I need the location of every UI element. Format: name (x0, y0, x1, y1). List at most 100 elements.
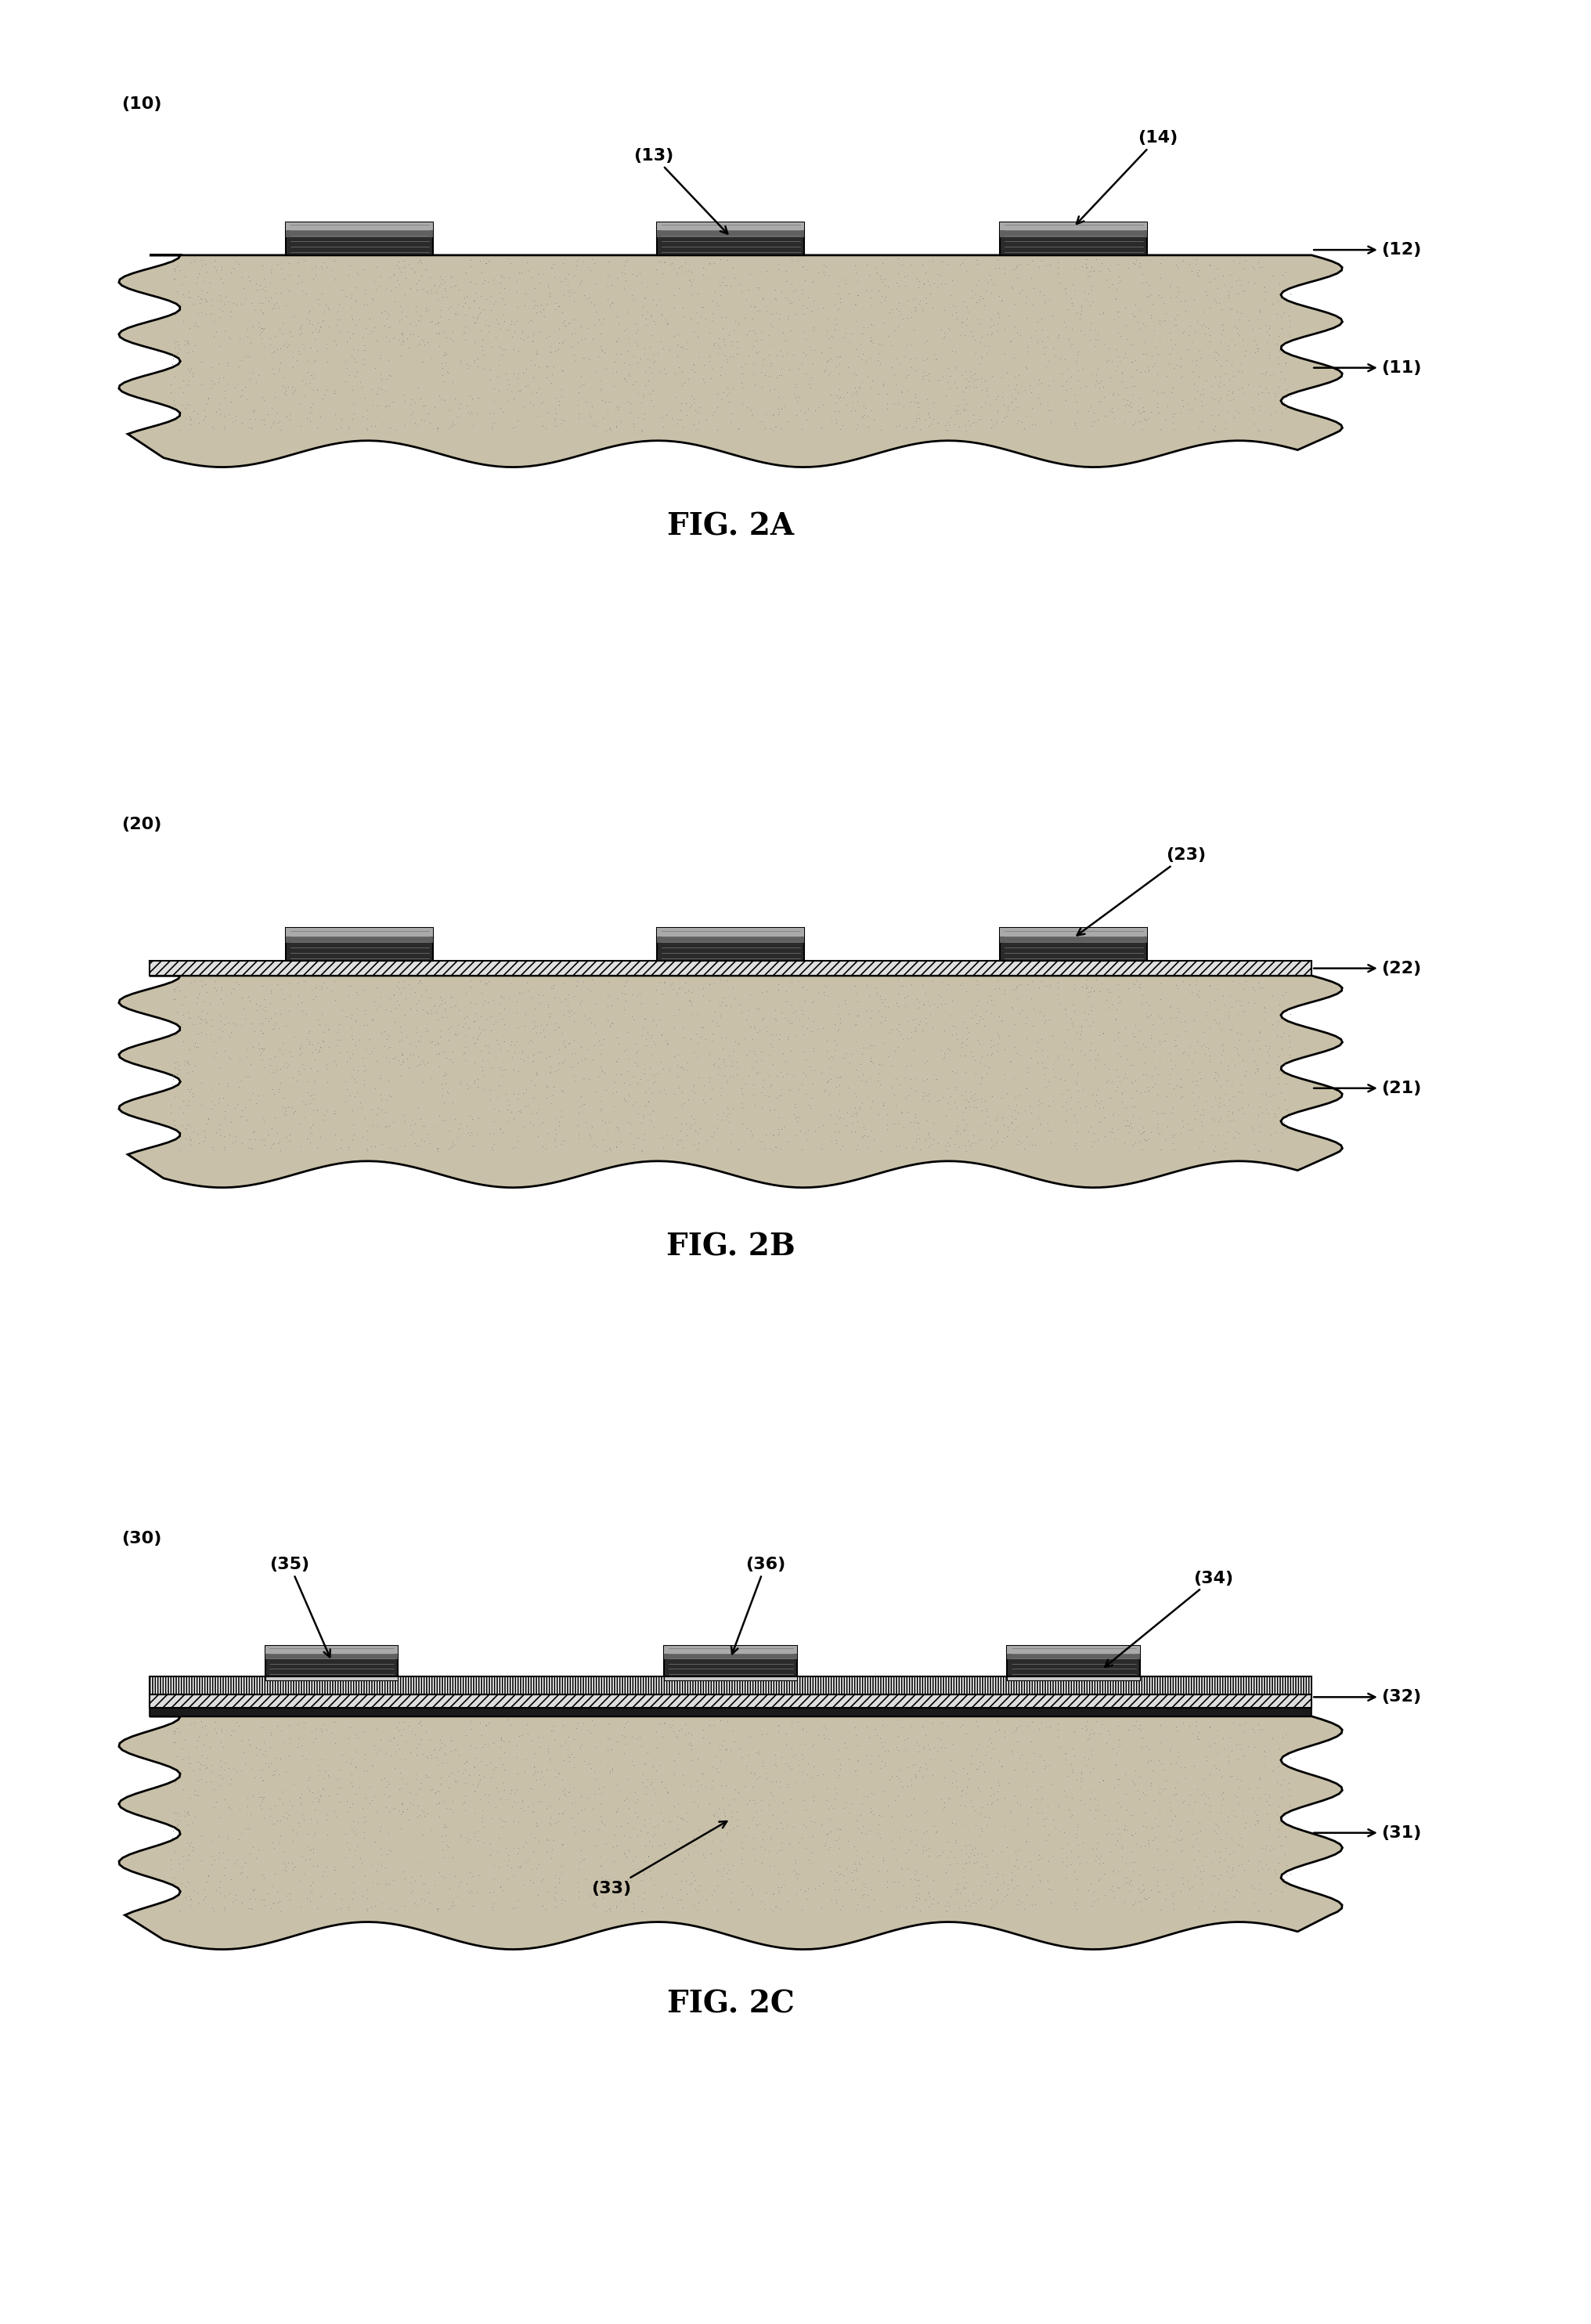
Point (824, 274, 850, 311)
Point (940, 1752, 966, 1789)
Point (1192, 376, 1217, 414)
Point (1123, 1062, 1149, 1099)
Point (934, 1097, 959, 1134)
Point (258, 985, 283, 1023)
Point (434, 1827, 460, 1864)
Point (617, 1873, 643, 1910)
Point (966, 1004, 991, 1041)
Point (543, 1868, 568, 1906)
Point (982, 985, 1007, 1023)
Point (498, 244, 523, 281)
Point (654, 1773, 679, 1810)
Point (953, 1868, 978, 1906)
Point (275, 1088, 301, 1125)
Point (1131, 400, 1157, 437)
Point (205, 1064, 231, 1102)
Point (1103, 1748, 1128, 1785)
Point (480, 1102, 506, 1139)
Point (605, 1111, 630, 1148)
Point (538, 1741, 563, 1778)
Point (1131, 1880, 1157, 1917)
Point (1249, 249, 1274, 286)
Point (208, 971, 234, 1009)
Point (600, 284, 625, 321)
Point (916, 407, 942, 444)
Point (566, 1116, 592, 1153)
Point (644, 985, 670, 1023)
Point (943, 1016, 969, 1053)
Point (768, 1803, 794, 1841)
Point (277, 311, 302, 349)
Point (430, 999, 455, 1037)
Point (710, 309, 735, 346)
Point (956, 1088, 982, 1125)
Point (299, 251, 325, 288)
Point (226, 967, 251, 1004)
Point (600, 1750, 625, 1787)
Point (1029, 1780, 1055, 1817)
Point (550, 1043, 576, 1081)
Point (1209, 1757, 1235, 1794)
Point (1255, 374, 1281, 411)
Point (703, 272, 729, 309)
Point (1104, 1013, 1130, 1050)
Point (212, 1752, 237, 1789)
Point (743, 1734, 768, 1771)
Point (1074, 969, 1099, 1006)
Point (286, 1104, 312, 1141)
Point (193, 246, 218, 284)
Point (686, 1873, 711, 1910)
Point (810, 1757, 835, 1794)
Point (1262, 1852, 1287, 1889)
Point (410, 1106, 436, 1143)
Point (500, 409, 525, 446)
Point (916, 1127, 942, 1164)
Point (477, 293, 503, 330)
Bar (266, 1645, 398, 1676)
Point (207, 1111, 232, 1148)
Point (1231, 992, 1257, 1030)
Point (932, 1039, 958, 1076)
Point (1106, 1708, 1131, 1745)
Point (175, 1794, 200, 1831)
Point (181, 307, 207, 344)
Point (259, 388, 285, 425)
Point (1052, 1773, 1077, 1810)
Point (961, 1088, 986, 1125)
Point (877, 1762, 902, 1799)
Point (942, 1885, 967, 1922)
Point (953, 1027, 978, 1064)
Point (740, 328, 765, 365)
Point (442, 988, 468, 1025)
Point (641, 1023, 667, 1060)
Point (226, 349, 251, 386)
Point (969, 1789, 994, 1827)
Point (1236, 1023, 1262, 1060)
Point (670, 1129, 695, 1167)
Point (928, 258, 953, 295)
Point (582, 1776, 608, 1813)
Point (450, 1009, 476, 1046)
Point (425, 411, 450, 449)
Point (558, 1736, 584, 1773)
Point (530, 383, 555, 421)
Point (1270, 1720, 1295, 1757)
Point (595, 1113, 620, 1150)
Point (578, 1750, 603, 1787)
Point (1209, 1776, 1235, 1813)
Point (1114, 321, 1139, 358)
Point (773, 974, 799, 1011)
Point (1047, 265, 1072, 302)
Point (1144, 1095, 1169, 1132)
Point (530, 1127, 555, 1164)
Point (248, 1778, 274, 1815)
Point (578, 999, 603, 1037)
Point (458, 1703, 484, 1741)
Point (870, 1085, 896, 1122)
Text: FIG. 2C: FIG. 2C (667, 1989, 794, 2020)
Point (220, 1125, 245, 1162)
Point (827, 356, 853, 393)
Point (1106, 1868, 1131, 1906)
Point (1251, 1748, 1276, 1785)
Point (971, 288, 996, 325)
